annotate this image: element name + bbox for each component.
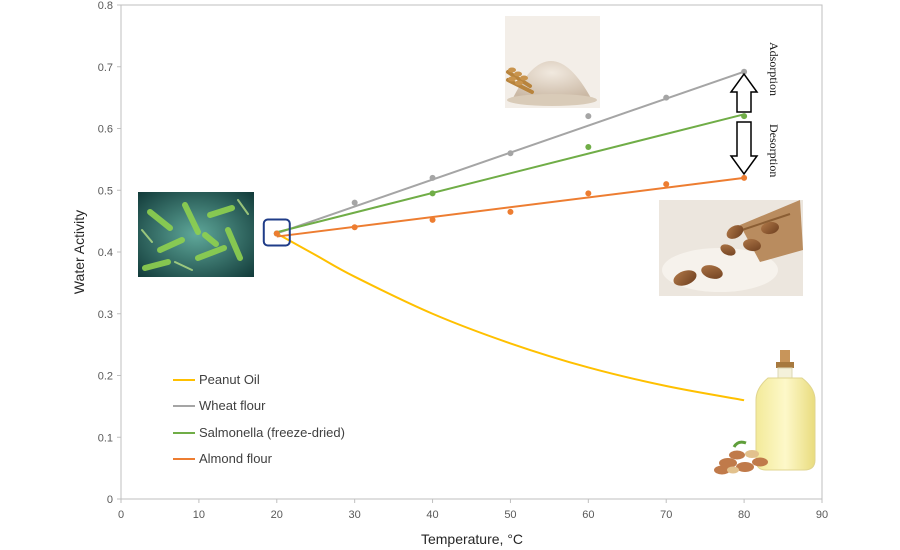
data-point-wheat-flour: [429, 174, 436, 181]
desorption-arrow: [729, 121, 759, 176]
data-point-almond-flour: [273, 230, 280, 237]
data-point-almond-flour: [429, 216, 436, 223]
series-line-peanut-oil: [276, 232, 745, 402]
y-tick-label: 0.6: [98, 124, 113, 136]
data-point-wheat-flour: [663, 94, 670, 101]
data-point-almond-flour: [741, 174, 748, 181]
x-tick-label: 10: [193, 509, 205, 521]
data-point-salmonella-freeze-dried: [429, 190, 436, 197]
y-tick-label: 0.5: [98, 185, 113, 197]
adsorption-arrow: [729, 72, 759, 113]
data-point-salmonella-freeze-dried: [741, 113, 748, 120]
bacteria-image: [138, 192, 254, 277]
x-tick-label: 40: [426, 509, 438, 521]
x-tick-label: 90: [816, 509, 828, 521]
data-point-almond-flour: [351, 224, 358, 231]
svg-text:Salmonella (freeze-dried): Salmonella (freeze-dried): [199, 425, 345, 440]
svg-text:Wheat flour: Wheat flour: [199, 398, 266, 413]
wheat-flour-image: [505, 16, 600, 108]
x-tick-label: 70: [660, 509, 672, 521]
x-tick-label: 60: [582, 509, 594, 521]
series-markers: [273, 68, 748, 237]
y-tick-label: 0.8: [98, 0, 113, 12]
x-tick-label: 30: [349, 509, 361, 521]
x-tick-label: 50: [504, 509, 516, 521]
y-axis-title: Water Activity: [71, 210, 87, 294]
data-point-almond-flour: [507, 208, 514, 215]
data-point-salmonella-freeze-dried: [585, 144, 592, 151]
data-point-wheat-flour: [351, 199, 358, 206]
legend: Peanut Oil Wheat flour Salmonella (freez…: [173, 372, 345, 466]
start-point-highlight: [262, 218, 291, 247]
almond-flour-image: [659, 200, 803, 296]
data-point-wheat-flour: [585, 113, 592, 120]
legend-item-wheat-flour: Wheat flour: [173, 398, 266, 413]
legend-item-almond-flour: Almond flour: [173, 451, 273, 466]
adsorption-label: Adsorption: [767, 42, 781, 96]
series-line-salmonella-freeze-dried: [276, 113, 745, 234]
peanut-oil-image: [714, 350, 816, 475]
legend-item-peanut-oil: Peanut Oil: [173, 372, 260, 387]
x-tick-label: 80: [738, 509, 750, 521]
y-tick-label: 0: [107, 494, 113, 506]
y-tick-label: 0.2: [98, 371, 113, 383]
y-tick-label: 0.1: [98, 432, 113, 444]
x-tick-label: 20: [271, 509, 283, 521]
data-point-almond-flour: [585, 190, 592, 197]
y-tick-label: 0.7: [98, 62, 113, 74]
x-tick-label: 0: [118, 509, 124, 521]
y-tick-label: 0.4: [98, 247, 113, 259]
x-axis-title: Temperature, °C: [421, 531, 523, 547]
desorption-label: Desorption: [767, 124, 781, 177]
legend-item-salmonella: Salmonella (freeze-dried): [173, 425, 345, 440]
data-point-almond-flour: [663, 181, 670, 188]
data-point-wheat-flour: [507, 150, 514, 157]
data-point-wheat-flour: [741, 68, 748, 75]
svg-text:Peanut Oil: Peanut Oil: [199, 372, 260, 387]
y-tick-label: 0.3: [98, 309, 113, 321]
axis-ticks: 0 10 20 30 40 50 60 70 80 90 0 0.1 0.2 0.3 0.4 0.5 0.6 0.…: [98, 0, 828, 521]
svg-text:Almond flour: Almond flour: [199, 451, 273, 466]
